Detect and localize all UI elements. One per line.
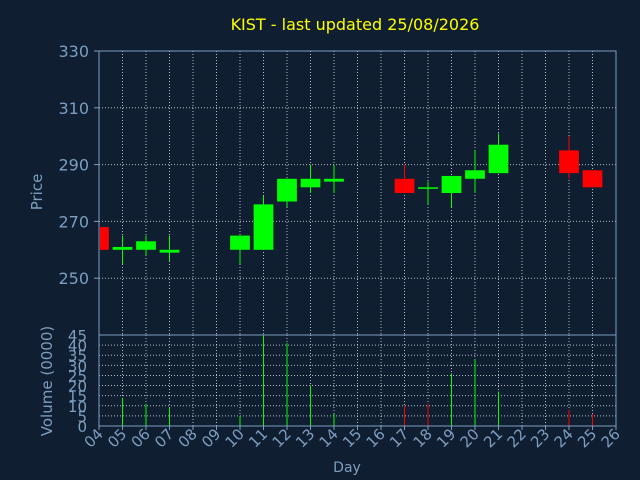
x-tick-label: 25	[574, 425, 600, 451]
x-axis-label: Day	[333, 460, 361, 476]
price-axis-label: Price	[28, 174, 46, 211]
candle	[441, 175, 462, 208]
volume-tick-label: 35	[68, 347, 87, 365]
candle-body	[488, 144, 509, 174]
volume-tick-label: 10	[68, 398, 87, 416]
x-tick-label: 10	[222, 425, 248, 451]
candle	[277, 178, 297, 208]
price-tick-label: 250	[58, 269, 89, 288]
x-tick-label: 13	[292, 425, 318, 451]
price-tick-labels: 250 270 290 310 330	[58, 42, 99, 288]
candle-body	[465, 170, 485, 179]
candle	[418, 181, 438, 205]
candle-body	[230, 235, 250, 250]
x-tick-label: 24	[551, 425, 577, 451]
candle	[559, 136, 579, 179]
volume-tick-label: 20	[68, 378, 87, 396]
x-tick-label: 07	[151, 425, 177, 451]
candle-body	[100, 227, 109, 250]
candle-body	[112, 246, 133, 250]
price-tick-label: 270	[58, 212, 89, 231]
candle-body	[136, 241, 156, 250]
volume-tick-label: 45	[68, 327, 87, 345]
volume-bars	[122, 335, 593, 426]
x-tick-label: 16	[363, 425, 389, 451]
candle	[488, 133, 509, 174]
candle-body	[394, 178, 415, 193]
candle	[112, 235, 133, 264]
volume-tick-label: 25	[68, 367, 87, 385]
volume-tick-label: 0	[77, 418, 87, 436]
x-tick-label: 09	[198, 425, 224, 451]
volume-tick-label: 15	[68, 388, 87, 406]
price-tick-label: 290	[58, 156, 89, 175]
x-tick-label: 12	[269, 425, 295, 451]
x-tick-labels: 0405060708091011121314151617181920212223…	[81, 425, 624, 451]
x-tick-label: 17	[386, 425, 412, 451]
x-tick-label: 23	[527, 425, 553, 451]
x-tick-label: 11	[245, 425, 271, 451]
x-tick-label: 08	[175, 425, 201, 451]
candle	[98, 227, 109, 250]
candle-body	[253, 204, 274, 250]
volume-tick-label: 5	[77, 408, 87, 426]
candle-body	[441, 175, 462, 193]
volume-axis-label: Volume (0000)	[38, 326, 56, 436]
x-tick-label: 22	[504, 425, 530, 451]
price-tick-label: 330	[58, 42, 89, 61]
candle	[253, 195, 274, 250]
candle-body	[418, 187, 438, 189]
x-tick-label: 21	[480, 425, 506, 451]
chart-title: KIST - last updated 25/08/2026	[231, 15, 480, 34]
x-tick-label: 18	[410, 425, 436, 451]
x-tick-label: 19	[433, 425, 459, 451]
candle	[394, 164, 415, 193]
candle	[136, 235, 156, 256]
candle-body	[559, 150, 579, 174]
x-tick-label: 14	[316, 425, 342, 451]
x-tick-label: 26	[598, 425, 624, 451]
x-tick-label: 05	[104, 425, 130, 451]
volume-grid	[98, 334, 617, 427]
candle	[324, 164, 344, 193]
candle	[582, 170, 603, 188]
x-tick-label: 06	[128, 425, 154, 451]
candle	[300, 164, 321, 193]
price-grid	[98, 50, 617, 335]
candle-body	[582, 170, 603, 188]
candle	[159, 235, 180, 262]
volume-tick-label: 40	[68, 337, 87, 355]
volume-tick-label: 30	[68, 357, 87, 375]
x-tick-label: 15	[339, 425, 365, 451]
price-candles	[98, 133, 603, 264]
candle	[230, 235, 250, 264]
candle-body	[277, 178, 297, 202]
x-tick-label: 20	[457, 425, 483, 451]
candle-body	[324, 178, 344, 182]
candle	[465, 150, 485, 193]
candle-body	[159, 249, 180, 253]
candle-body	[300, 178, 321, 188]
price-tick-label: 310	[58, 99, 89, 118]
